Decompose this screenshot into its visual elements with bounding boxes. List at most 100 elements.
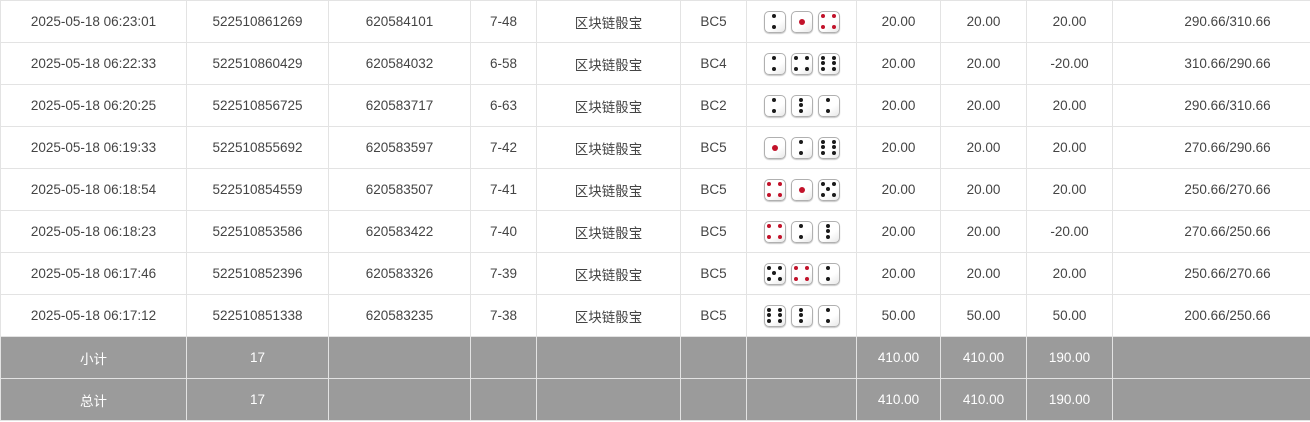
die-pip <box>767 234 772 239</box>
die-pip <box>767 308 772 313</box>
table-row: 2025-05-18 06:22:33 522510860429 620584032… <box>0 42 1310 85</box>
summary-empty-balance <box>1112 378 1310 421</box>
die-pip <box>821 182 826 187</box>
die-pip <box>821 24 826 29</box>
die-pip <box>772 56 777 61</box>
die-2-black-icon <box>763 52 786 75</box>
die-pip <box>821 61 826 66</box>
period-number-cell: 620583422 <box>328 210 471 253</box>
die-pip <box>777 224 782 229</box>
die-pip <box>799 103 804 108</box>
bet-type-cell: BC5 <box>680 294 747 337</box>
die-2-black-icon <box>817 262 840 285</box>
bet-type-cell: BC5 <box>680 252 747 295</box>
summary-empty-type <box>680 336 747 379</box>
summary-valid-amount-cell: 410.00 <box>940 378 1027 421</box>
profit-loss-cell: 50.00 <box>1026 294 1113 337</box>
die-6-black-icon <box>817 52 840 75</box>
profit-loss-cell: 20.00 <box>1026 126 1113 169</box>
issue-cell: 7-38 <box>470 294 537 337</box>
die-pip <box>799 318 804 323</box>
die-pip <box>826 98 831 103</box>
time-cell: 2025-05-18 06:17:12 <box>0 294 187 337</box>
balance-cell: 270.66/250.66 <box>1112 210 1310 253</box>
order-number-cell: 522510861269 <box>186 0 329 43</box>
die-pip <box>821 192 826 197</box>
die-pip <box>777 318 782 323</box>
die-pip <box>804 56 809 61</box>
summary-count-cell: 17 <box>186 336 329 379</box>
balance-cell: 290.66/310.66 <box>1112 0 1310 43</box>
die-pip <box>799 313 804 318</box>
die-pip <box>777 308 782 313</box>
bet-amount-cell: 20.00 <box>856 42 941 85</box>
dice-result-cell <box>746 252 857 295</box>
profit-loss-cell: -20.00 <box>1026 210 1113 253</box>
game-name-cell: 区块链骰宝 <box>536 42 681 85</box>
die-pip <box>821 145 826 150</box>
summary-profit-cell: 190.00 <box>1026 378 1113 421</box>
balance-cell: 250.66/270.66 <box>1112 252 1310 295</box>
die-pip <box>772 24 777 29</box>
bet-amount-cell: 20.00 <box>856 168 941 211</box>
dice-group <box>751 220 852 243</box>
die-pip <box>831 150 836 155</box>
dice-result-cell <box>746 294 857 337</box>
dice-result-cell <box>746 42 857 85</box>
die-pip <box>794 276 799 281</box>
die-3-black-icon <box>790 94 813 117</box>
table-row: 2025-05-18 06:20:25 522510856725 620583717… <box>0 84 1310 127</box>
die-pip <box>798 186 805 193</box>
time-cell: 2025-05-18 06:22:33 <box>0 42 187 85</box>
die-4-black-icon <box>790 52 813 75</box>
die-pip <box>826 229 831 234</box>
valid-amount-cell: 50.00 <box>940 294 1027 337</box>
issue-cell: 7-41 <box>470 168 537 211</box>
die-pip <box>831 182 836 187</box>
issue-cell: 7-40 <box>470 210 537 253</box>
issue-cell: 6-63 <box>470 84 537 127</box>
balance-cell: 200.66/250.66 <box>1112 294 1310 337</box>
summary-bet-amount-cell: 410.00 <box>856 378 941 421</box>
die-pip <box>821 140 826 145</box>
summary-empty-balance <box>1112 336 1310 379</box>
time-cell: 2025-05-18 06:18:23 <box>0 210 187 253</box>
balance-cell: 250.66/270.66 <box>1112 168 1310 211</box>
game-name-cell: 区块链骰宝 <box>536 294 681 337</box>
die-pip <box>767 192 772 197</box>
bet-type-cell: BC5 <box>680 210 747 253</box>
game-name-cell: 区块链骰宝 <box>536 252 681 295</box>
dice-group <box>751 262 852 285</box>
summary-bet-amount-cell: 410.00 <box>856 336 941 379</box>
die-2-black-icon <box>763 10 786 33</box>
dice-result-cell <box>746 84 857 127</box>
die-pip <box>767 318 772 323</box>
die-pip <box>777 266 782 271</box>
die-pip <box>767 224 772 229</box>
summary-row: 小计 17 410.00 410.00 190.00 <box>0 336 1310 379</box>
valid-amount-cell: 20.00 <box>940 0 1027 43</box>
summary-empty-period <box>328 336 471 379</box>
game-name-cell: 区块链骰宝 <box>536 0 681 43</box>
die-2-black-icon <box>817 94 840 117</box>
order-number-cell: 522510853586 <box>186 210 329 253</box>
profit-loss-cell: -20.00 <box>1026 42 1113 85</box>
die-pip <box>831 24 836 29</box>
die-1-red-icon <box>790 10 813 33</box>
die-pip <box>826 224 831 229</box>
order-number-cell: 522510855692 <box>186 126 329 169</box>
die-6-black-icon <box>763 304 786 327</box>
die-pip <box>826 308 831 313</box>
die-1-red-icon <box>790 178 813 201</box>
order-number-cell: 522510851338 <box>186 294 329 337</box>
table-row: 2025-05-18 06:19:33 522510855692 620583597… <box>0 126 1310 169</box>
period-number-cell: 620583717 <box>328 84 471 127</box>
bet-type-cell: BC5 <box>680 0 747 43</box>
die-pip <box>821 56 826 61</box>
valid-amount-cell: 20.00 <box>940 84 1027 127</box>
die-pip <box>799 224 804 229</box>
dice-group <box>751 10 852 33</box>
valid-amount-cell: 20.00 <box>940 168 1027 211</box>
die-4-red-icon <box>763 220 786 243</box>
